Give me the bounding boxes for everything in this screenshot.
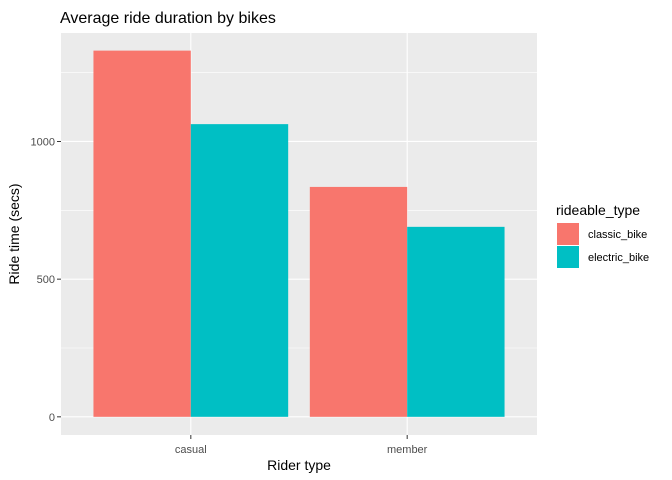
x-axis-title: Rider type	[267, 457, 331, 473]
bar-electric_bike-casual	[190, 124, 289, 417]
legend: rideable_type classic_bike electric_bike	[556, 202, 649, 268]
bar-electric_bike-member	[407, 226, 505, 417]
x-axis: casual member	[175, 435, 428, 456]
x-tick-label: member	[387, 444, 428, 456]
bar-classic_bike-casual	[93, 50, 191, 417]
y-tick-label: 1000	[31, 136, 55, 148]
legend-label: classic_bike	[588, 229, 647, 241]
bar-classic_bike-member	[309, 186, 408, 417]
x-tick-label: casual	[175, 444, 207, 456]
y-axis: 0 500 1000	[31, 136, 61, 424]
y-axis-title: Ride time (secs)	[6, 183, 22, 284]
bars	[93, 50, 505, 417]
legend-items: classic_bike electric_bike	[557, 223, 649, 268]
chart-title: Average ride duration by bikes	[60, 10, 276, 27]
legend-label: electric_bike	[588, 252, 649, 264]
legend-title: rideable_type	[556, 202, 640, 218]
y-tick-label: 0	[49, 412, 55, 424]
legend-key-classic_bike	[557, 223, 579, 245]
legend-key-electric_bike	[557, 246, 579, 268]
y-tick-label: 500	[37, 274, 55, 286]
